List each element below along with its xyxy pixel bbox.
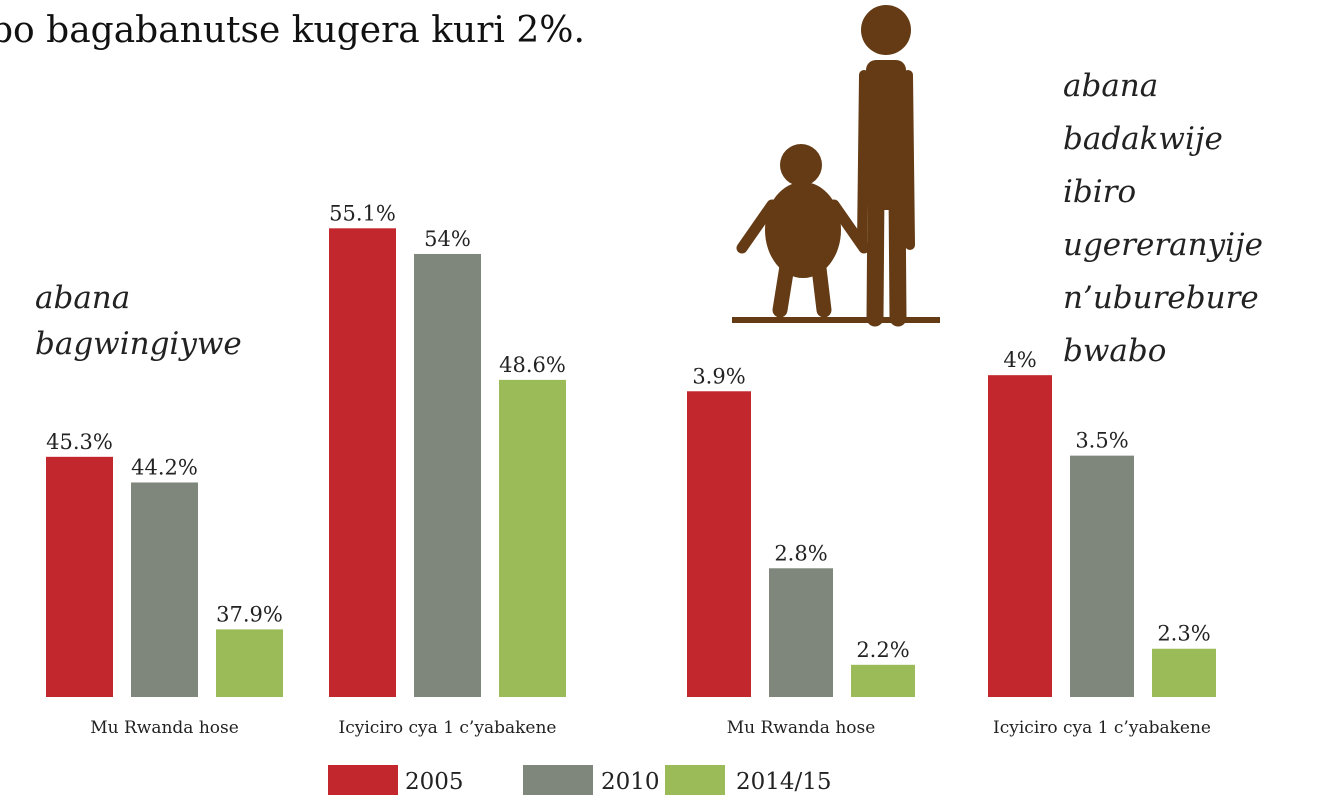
x-tick-label: Mu Rwanda hose xyxy=(90,718,239,738)
bar xyxy=(687,391,751,697)
data-label: 37.9% xyxy=(216,602,283,626)
annotation: ugereranyije xyxy=(1063,227,1263,263)
data-label: 55.1% xyxy=(329,201,396,225)
bar xyxy=(988,375,1052,697)
annotation: n’uburebure xyxy=(1063,280,1259,316)
annotation: badakwije xyxy=(1063,121,1223,157)
x-tick-label: Icyiciro cya 1 c’yabakene xyxy=(339,718,557,738)
annotation: ibiro xyxy=(1063,174,1136,210)
annotation: bagwingiywe xyxy=(35,326,242,362)
bar xyxy=(1070,455,1134,697)
data-label: 3.5% xyxy=(1075,429,1128,453)
data-label: 4% xyxy=(1003,348,1036,372)
legend-swatch xyxy=(328,765,398,795)
annotation: abana xyxy=(1063,68,1158,104)
bar xyxy=(329,228,396,697)
legend-swatch xyxy=(523,765,593,795)
data-label: 2.3% xyxy=(1157,622,1210,646)
caption: bo bagabanutse kugera kuri 2%. xyxy=(0,10,585,51)
bar xyxy=(1152,648,1216,697)
data-label: 2.8% xyxy=(774,541,827,565)
bar xyxy=(499,379,566,697)
legend-label: 2010 xyxy=(601,769,660,795)
data-label: 44.2% xyxy=(131,455,198,479)
x-tick-label: Mu Rwanda hose xyxy=(727,718,876,738)
bar xyxy=(851,664,915,697)
bar xyxy=(414,253,481,698)
bar xyxy=(769,568,833,697)
legend-label: 2005 xyxy=(405,769,464,795)
x-tick-label: Icyiciro cya 1 c’yabakene xyxy=(993,718,1211,738)
bar xyxy=(131,482,198,697)
people-icon xyxy=(732,5,940,327)
annotation: abana xyxy=(35,280,130,316)
data-label: 45.3% xyxy=(46,430,113,454)
data-label: 54% xyxy=(424,227,471,251)
legend-swatch xyxy=(665,765,725,795)
data-label: 48.6% xyxy=(499,353,566,377)
bar xyxy=(216,629,283,697)
data-label: 3.9% xyxy=(692,364,745,388)
annotation: bwabo xyxy=(1063,333,1166,369)
data-label: 2.2% xyxy=(856,638,909,662)
bar xyxy=(46,456,113,697)
legend-label: 2014/15 xyxy=(736,769,832,795)
